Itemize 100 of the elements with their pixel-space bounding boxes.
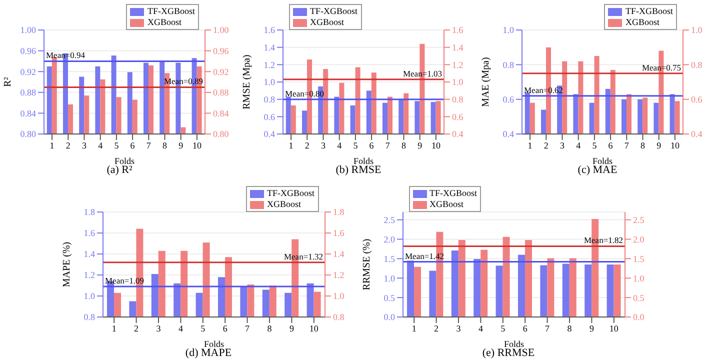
y-tick-label: 1.2 (83, 270, 94, 280)
x-tick-label: 2 (304, 140, 310, 150)
x-tick-label: 9 (288, 323, 294, 334)
x-tick-label: 6 (130, 140, 136, 150)
y-axis-title: RMSE (Mpa) (242, 54, 252, 110)
x-tick-label: 1 (528, 140, 532, 150)
x-tick-label: 9 (178, 140, 184, 150)
y2-tick-label: 0.80 (213, 129, 230, 140)
ref-line-label: Mean=0.94 (46, 50, 86, 60)
ref-line-label: Mean=1.09 (104, 276, 144, 286)
y2-tick-label: 0.4 (452, 129, 464, 140)
x-tick-label: 6 (608, 140, 614, 150)
y2-tick-label: 1.00 (213, 25, 230, 36)
x-tick-label: 6 (369, 140, 374, 150)
y2-tick-label: 0.84 (213, 108, 230, 118)
y-tick-label: 0.88 (20, 88, 36, 98)
x-tick-label: 9 (588, 323, 594, 334)
legend-label: XGBoost (266, 199, 301, 210)
y2-tick-label: 1.2 (332, 270, 344, 280)
x-tick-label: 10 (608, 323, 618, 334)
text: (c) MAE (576, 164, 618, 178)
x-tick-label: 10 (431, 140, 441, 150)
ref-line-label: Mean=1.03 (402, 68, 442, 78)
y-tick-label: 1.0 (502, 25, 514, 36)
x-tick-label: 4 (337, 140, 342, 150)
x-tick-label: 8 (266, 323, 272, 334)
x-tick-label: 4 (178, 323, 183, 334)
y2-tick-label: 0.8 (332, 312, 344, 322)
x-tick-label: 8 (402, 140, 406, 150)
ref-line-label: Mean=0.89 (164, 76, 203, 86)
y-tick-label: 0.4 (264, 129, 276, 140)
y-tick-label: 1.6 (83, 228, 95, 238)
ref-line-label: Mean=0.80 (285, 88, 324, 98)
x-tick-label: 5 (114, 140, 120, 150)
y2-tick-label: 2.0 (632, 234, 644, 244)
y2-tick-label: 0.8 (691, 60, 703, 70)
y-tick-label: 0.4 (502, 129, 514, 140)
y-tick-label: 0.6 (502, 94, 514, 105)
y2-tick-label: 1.6 (332, 228, 344, 238)
y2-tick-label: 1.4 (452, 42, 464, 53)
y2-tick-label: 1.0 (632, 273, 644, 284)
x-tick-label: 6 (522, 323, 528, 334)
y2-tick-label: 1.8 (332, 207, 344, 218)
y2-tick-label: 1.0 (691, 25, 703, 36)
y2-tick-label: 0.5 (632, 292, 644, 303)
y-tick-label: 0.92 (20, 66, 36, 77)
x-tick-label: 7 (544, 323, 550, 334)
y-tick-label: 0.8 (264, 94, 276, 105)
y-tick-label: 1.5 (383, 254, 395, 264)
text: (d) MAPE (184, 347, 233, 361)
x-tick-label: 9 (656, 140, 662, 150)
ref-line-label: Mean=1.32 (283, 251, 322, 262)
y-axis-title: RRMSE (%) (361, 238, 372, 290)
x-tick-label: 1 (288, 140, 294, 150)
text: (a) R² (106, 164, 134, 178)
y-tick-label: 1.4 (83, 249, 95, 260)
y-tick-label: 0.5 (383, 292, 395, 303)
y2-tick-label: 0.6 (452, 112, 464, 122)
x-tick-label: 7 (244, 323, 250, 334)
legend-label: TF-XGBoost (147, 6, 195, 17)
x-tick-label: 1 (50, 140, 54, 150)
text: (e) RRMSE (481, 347, 536, 361)
x-tick-label: 8 (640, 140, 646, 150)
y-tick-label: 1.8 (83, 207, 95, 218)
legend-label: TF-XGBoost (625, 6, 673, 17)
legend-label: TF-XGBoost (266, 188, 314, 199)
x-tick-label: 9 (418, 140, 423, 150)
x-tick-label: 2 (544, 140, 548, 150)
x-axis-title: Folds (353, 156, 374, 166)
x-tick-label: 7 (146, 140, 152, 150)
x-tick-label: 7 (624, 140, 630, 150)
y-axis-title: MAE (Mpa) (480, 57, 492, 107)
y2-tick-label: 0.92 (213, 66, 229, 77)
ref-line-label: Mean=0.75 (642, 62, 681, 72)
y-tick-label: 0.80 (20, 129, 36, 140)
ref-line-label: Mean=0.62 (524, 84, 564, 95)
y-tick-label: 0.8 (502, 60, 514, 70)
x-tick-label: 3 (560, 140, 565, 150)
x-tick-label: 2 (434, 323, 438, 334)
text: (b) RMSE (334, 164, 382, 178)
x-tick-label: 1 (111, 323, 116, 334)
y-axis-title: MAPE (%) (61, 242, 72, 288)
x-tick-label: 8 (566, 323, 572, 334)
y2-tick-label: 2.5 (632, 214, 644, 225)
x-axis-title: Folds (203, 339, 224, 349)
y-axis-title: R² (2, 77, 14, 87)
ref-line-label: Mean=1.82 (583, 235, 622, 246)
x-tick-label: 1 (411, 323, 416, 334)
legend-label: XGBoost (310, 17, 344, 28)
y2-tick-label: 0.4 (691, 129, 703, 140)
y-tick-label: 1.0 (383, 273, 395, 284)
x-tick-label: 10 (670, 140, 680, 150)
y2-tick-label: 0.96 (213, 46, 230, 56)
y2-tick-label: 1.5 (632, 254, 644, 264)
legend-label: XGBoost (430, 199, 464, 210)
y2-tick-label: 0.8 (452, 94, 464, 105)
legend-label: TF-XGBoost (310, 6, 358, 17)
ref-line-label: Mean=1.42 (404, 250, 444, 261)
y-tick-label: 2.0 (383, 234, 395, 244)
legend-label: XGBoost (625, 17, 660, 28)
